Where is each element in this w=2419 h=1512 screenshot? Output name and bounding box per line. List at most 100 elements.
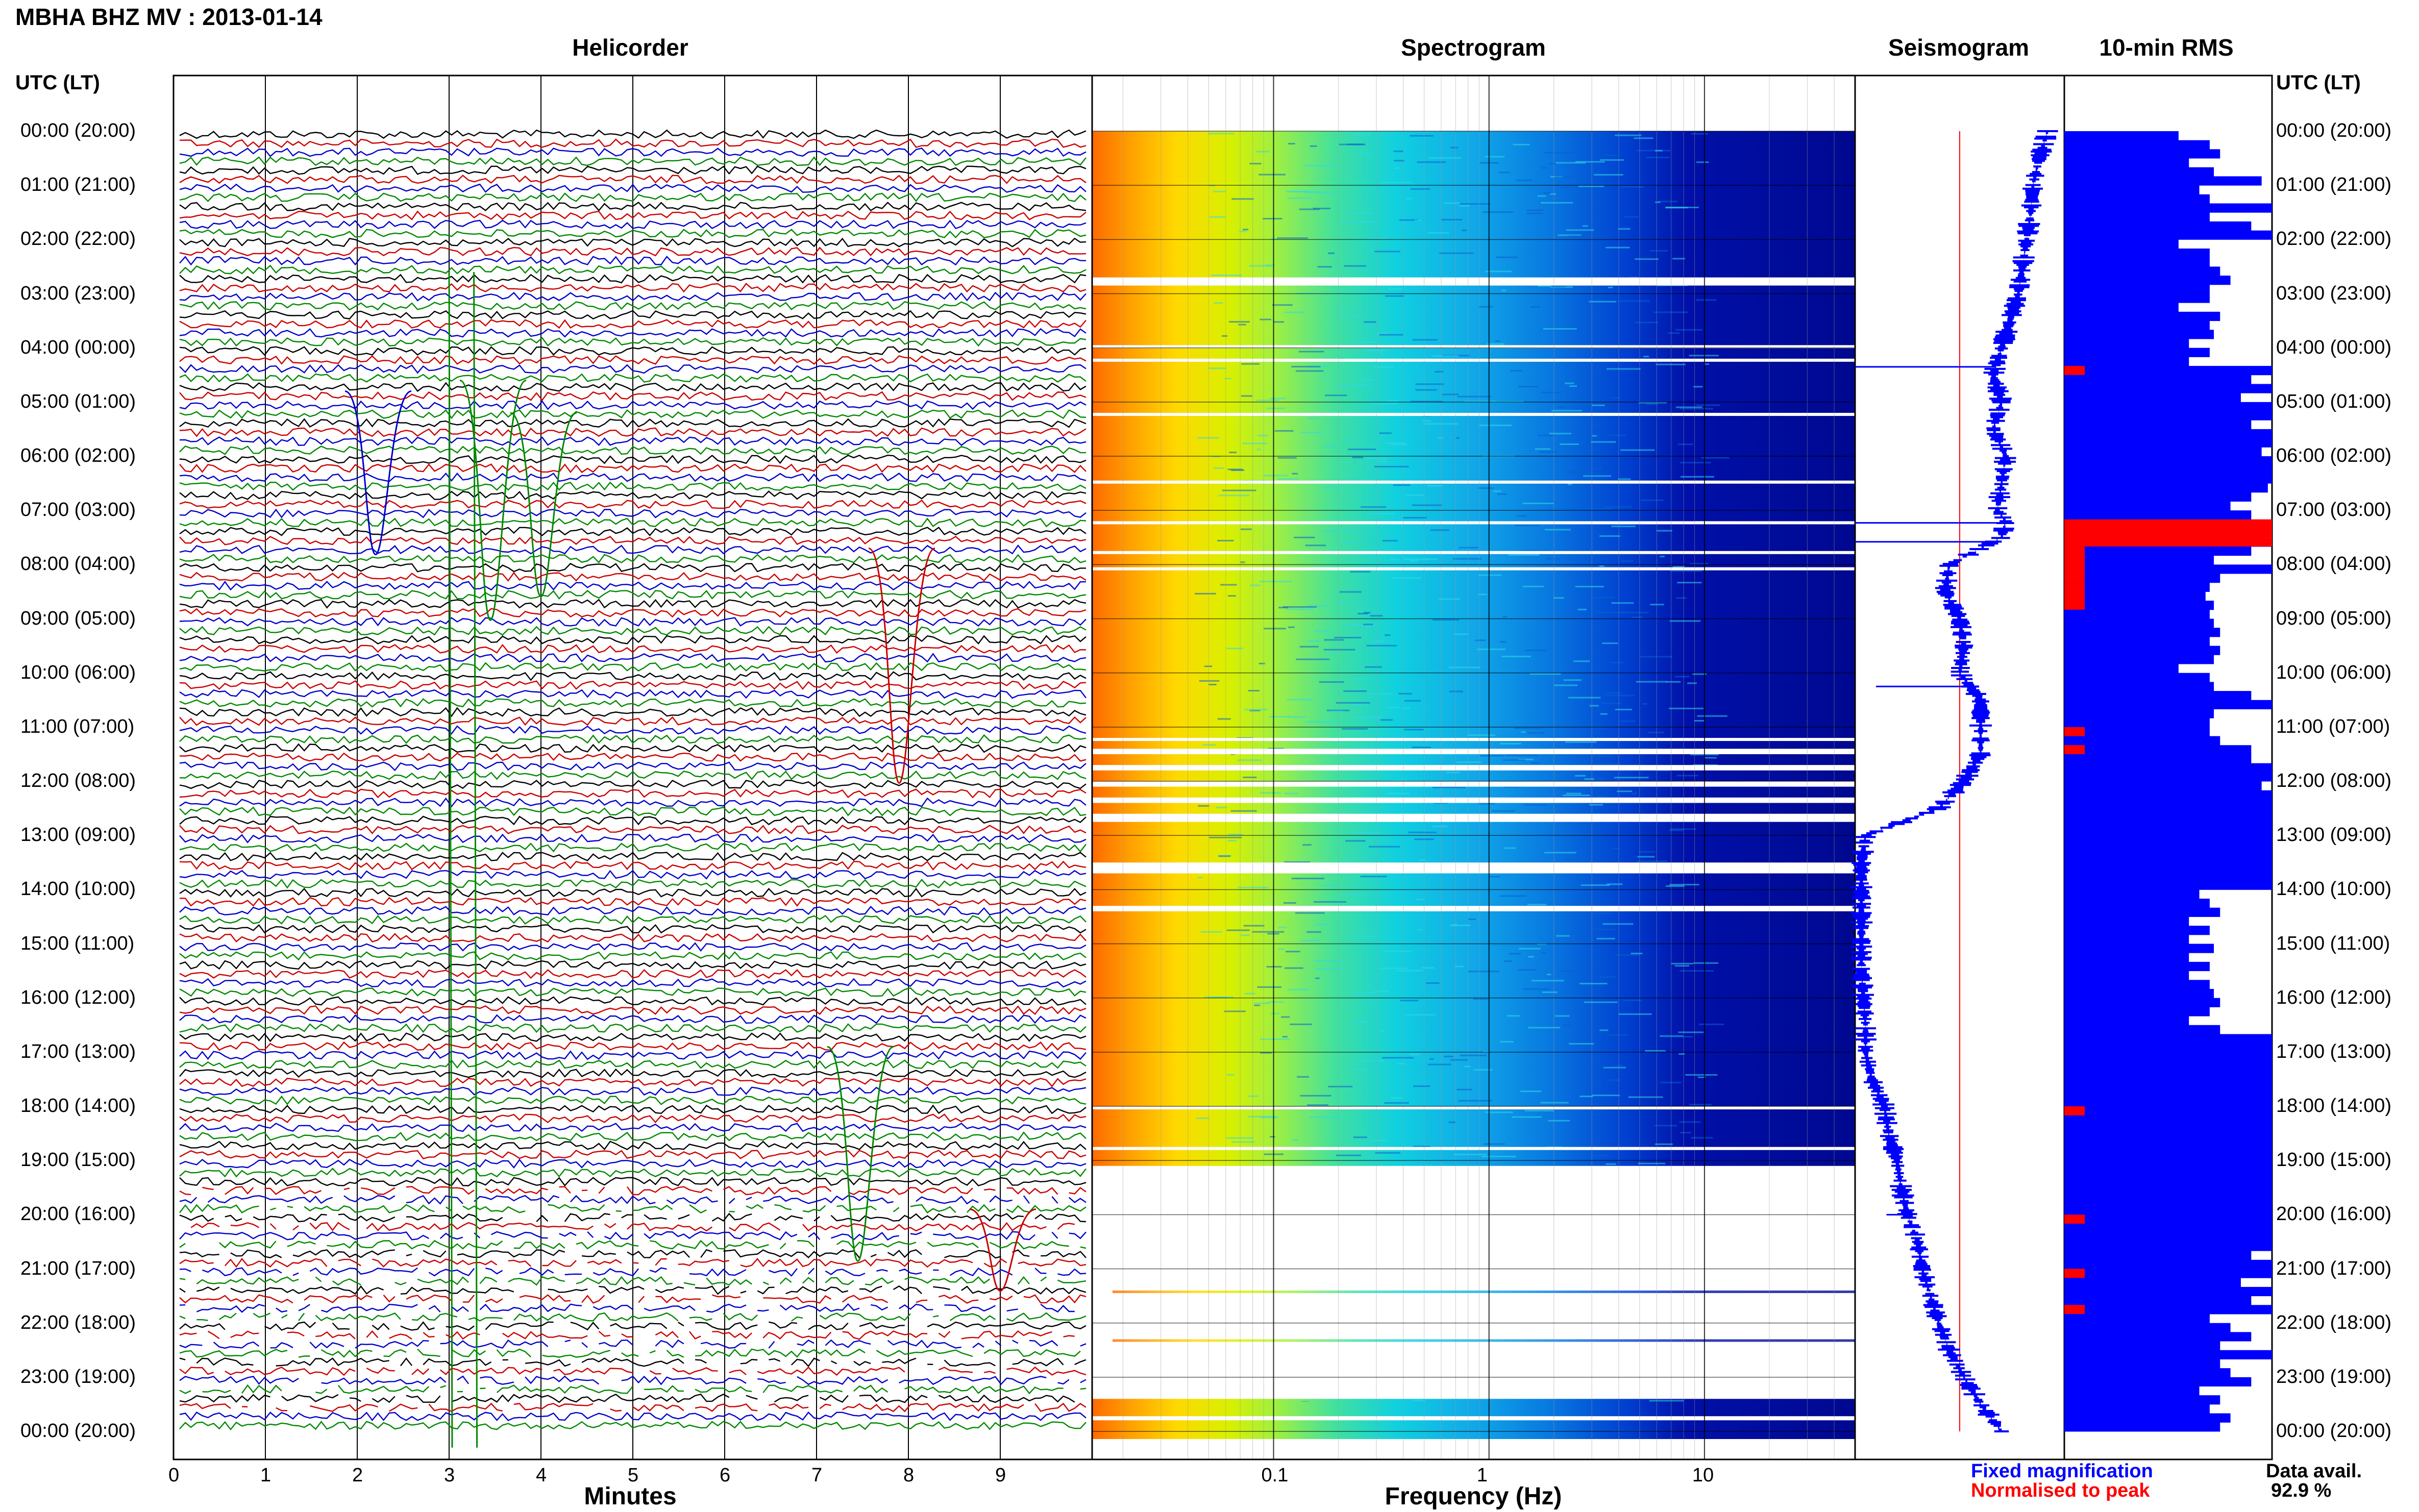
spectrogram-noise: [1347, 935, 1379, 937]
hour-label-right: 09:00 (05:00): [2276, 607, 2392, 629]
spectrogram-noise: [1253, 1002, 1270, 1004]
spectrogram-noise: [1606, 246, 1630, 249]
spectrogram-noise: [1399, 219, 1418, 221]
spectrogram-noise: [1468, 918, 1476, 920]
spectrogram-noise: [1324, 639, 1344, 641]
spectrogram-noise: [1197, 877, 1202, 879]
rms-bar: [2064, 1332, 2252, 1342]
spectrogram-noise: [1400, 1000, 1418, 1002]
spectrogram-gap: [1092, 1166, 1855, 1399]
spectrogram-noise: [1458, 1100, 1492, 1102]
spectrogram-noise: [1655, 201, 1661, 203]
spectrogram-noise: [1646, 403, 1658, 405]
rms-bar: [2064, 1160, 2272, 1170]
helicorder-trace: [179, 887, 1087, 898]
spectrogram-noise: [1521, 731, 1526, 733]
hour-label-left: 14:00 (10:00): [20, 878, 136, 900]
spectrogram-noise: [1680, 408, 1713, 410]
rms-bar: [2064, 1070, 2272, 1080]
helicorder-trace: [179, 554, 1087, 563]
spectrogram-noise: [1212, 456, 1220, 458]
spectrogram-noise: [1575, 1164, 1598, 1166]
spectrogram-noise: [1364, 321, 1376, 323]
spectrogram-noise: [1687, 682, 1697, 684]
spectrogram-noise: [1554, 1015, 1570, 1017]
spectrogram-noise: [1351, 678, 1366, 680]
spectrogram-noise: [1278, 927, 1287, 929]
helicorder-trace: [179, 310, 1087, 320]
minute-tick-label: 6: [720, 1465, 731, 1486]
minute-tick-label: 1: [260, 1465, 271, 1486]
spectrogram-noise: [1473, 998, 1488, 1000]
spectrogram-noise: [1243, 229, 1249, 231]
spectrogram-noise: [1544, 529, 1571, 531]
spectrogram-noise: [1213, 190, 1226, 192]
spectrogram-noise: [1245, 993, 1255, 995]
spectrogram-noise: [1561, 789, 1575, 791]
spectrogram-noise: [1531, 980, 1564, 982]
spectrogram-noise: [1258, 662, 1265, 664]
helicorder-trace: [179, 761, 1087, 772]
spectrogram-gap: [1092, 413, 1855, 416]
spectrogram-noise: [1239, 230, 1247, 232]
rms-bar: [2064, 709, 2214, 718]
spectrogram-noise: [1655, 150, 1663, 152]
spectrogram-noise: [1511, 1116, 1542, 1118]
spectrogram-noise: [1288, 716, 1306, 718]
rms-bar: [2064, 1422, 2220, 1432]
spectrogram-noise: [1404, 700, 1421, 702]
helicorder-trace: [179, 942, 1087, 952]
spectrogram-noise: [1631, 953, 1643, 955]
spectrogram-noise: [1259, 581, 1292, 583]
rms-bar: [2064, 1368, 2231, 1378]
spectrogram-noise: [1518, 386, 1538, 388]
helicorder-trace: [179, 924, 1087, 934]
spectrogram-noise: [1548, 1120, 1570, 1122]
rms-bar: [2064, 601, 2214, 610]
spectrogram-noise: [1434, 370, 1443, 373]
helicorder-trace: [179, 815, 1087, 826]
rms-bar: [2064, 700, 2272, 709]
rms-bar: [2064, 1133, 2272, 1143]
spectrogram-noise: [1280, 1016, 1290, 1018]
rms-bar: [2064, 1313, 2210, 1324]
rms-bar: [2064, 844, 2272, 854]
helicorder-trace: [179, 1421, 1087, 1431]
spectrogram-noise: [1582, 225, 1588, 227]
spectrogram-noise: [1338, 384, 1369, 386]
spectrogram-noise: [1520, 550, 1551, 552]
helicorder-trace: [179, 526, 1087, 537]
spectrogram-noise: [1393, 484, 1411, 486]
spectrogram-noise: [1589, 705, 1599, 707]
spectrogram-noise: [1460, 203, 1491, 205]
rms-bar: [2064, 763, 2272, 773]
rms-flag: [2064, 1106, 2085, 1116]
spectrogram-noise: [1323, 885, 1337, 887]
spectrogram-noise: [1693, 962, 1719, 964]
rms-bar: [2064, 1178, 2272, 1188]
rms-bar: [2064, 1341, 2220, 1351]
spectrogram-noise: [1299, 208, 1320, 210]
spectrogram-noise: [1531, 762, 1540, 764]
spectrogram-noise: [1270, 398, 1286, 400]
helicorder-trace: [179, 1366, 1087, 1376]
spectrogram-noise: [1363, 624, 1373, 626]
spectrogram-noise: [1377, 333, 1390, 335]
spectrogram-noise: [1347, 143, 1364, 145]
spectrogram-noise: [1214, 302, 1223, 304]
rms-bar: [2064, 411, 2272, 420]
helicorder-trace: [179, 1005, 1087, 1015]
spectrogram-noise: [1266, 407, 1286, 409]
spectrogram-noise: [1375, 1152, 1400, 1154]
spectrogram-noise: [1357, 613, 1369, 615]
spectrogram-noise: [1202, 744, 1216, 746]
helicorder-trace: [179, 1411, 1087, 1422]
spectrogram-noise: [1330, 652, 1337, 654]
spectrogram-noise: [1501, 655, 1531, 657]
spectrogram-noise: [1677, 443, 1693, 445]
helicorder-trace: [179, 1348, 1081, 1358]
spectrogram-noise: [1226, 1137, 1254, 1139]
spectrogram-noise: [1268, 1001, 1284, 1003]
rms-bar: [2064, 1124, 2272, 1134]
rms-bar: [2064, 1196, 2272, 1206]
